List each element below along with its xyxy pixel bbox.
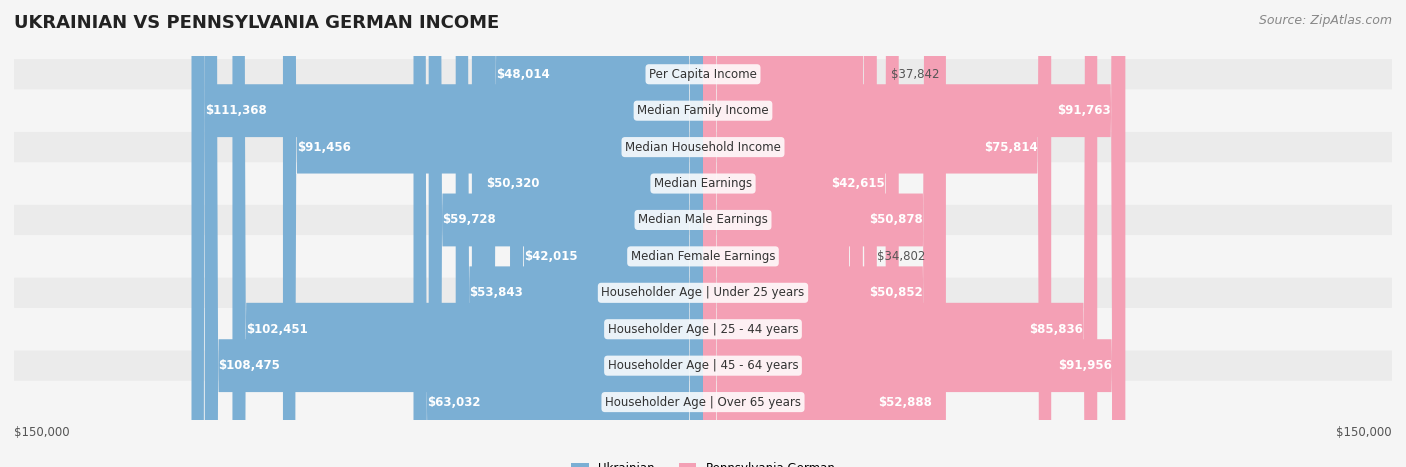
FancyBboxPatch shape	[703, 0, 936, 467]
FancyBboxPatch shape	[14, 205, 1392, 235]
Text: $48,014: $48,014	[496, 68, 550, 81]
Text: $52,888: $52,888	[879, 396, 932, 409]
Text: Median Male Earnings: Median Male Earnings	[638, 213, 768, 226]
FancyBboxPatch shape	[703, 0, 1097, 467]
Text: $50,878: $50,878	[869, 213, 922, 226]
FancyBboxPatch shape	[14, 96, 1392, 126]
FancyBboxPatch shape	[703, 0, 898, 467]
FancyBboxPatch shape	[283, 0, 703, 467]
FancyBboxPatch shape	[703, 0, 936, 467]
Text: Median Earnings: Median Earnings	[654, 177, 752, 190]
FancyBboxPatch shape	[429, 0, 703, 467]
FancyBboxPatch shape	[472, 0, 703, 467]
Text: $150,000: $150,000	[14, 426, 70, 439]
FancyBboxPatch shape	[14, 132, 1392, 162]
FancyBboxPatch shape	[703, 0, 877, 467]
Text: Median Female Earnings: Median Female Earnings	[631, 250, 775, 263]
Legend: Ukrainian, Pennsylvania German: Ukrainian, Pennsylvania German	[567, 458, 839, 467]
FancyBboxPatch shape	[703, 0, 1125, 467]
Text: $102,451: $102,451	[246, 323, 308, 336]
FancyBboxPatch shape	[191, 0, 703, 467]
Text: $50,852: $50,852	[869, 286, 922, 299]
FancyBboxPatch shape	[456, 0, 703, 467]
FancyBboxPatch shape	[703, 0, 946, 467]
FancyBboxPatch shape	[14, 351, 1392, 381]
FancyBboxPatch shape	[232, 0, 703, 467]
FancyBboxPatch shape	[703, 0, 1125, 467]
FancyBboxPatch shape	[14, 241, 1392, 271]
Text: Householder Age | 25 - 44 years: Householder Age | 25 - 44 years	[607, 323, 799, 336]
FancyBboxPatch shape	[482, 0, 703, 467]
Text: $50,320: $50,320	[485, 177, 538, 190]
FancyBboxPatch shape	[14, 387, 1392, 417]
Text: Householder Age | 45 - 64 years: Householder Age | 45 - 64 years	[607, 359, 799, 372]
Text: $111,368: $111,368	[205, 104, 267, 117]
FancyBboxPatch shape	[14, 59, 1392, 89]
FancyBboxPatch shape	[510, 0, 703, 467]
FancyBboxPatch shape	[703, 0, 863, 467]
Text: $37,842: $37,842	[890, 68, 939, 81]
Text: $75,814: $75,814	[984, 141, 1038, 154]
Text: $59,728: $59,728	[443, 213, 496, 226]
Text: $42,015: $42,015	[524, 250, 578, 263]
FancyBboxPatch shape	[205, 0, 703, 467]
Text: Householder Age | Under 25 years: Householder Age | Under 25 years	[602, 286, 804, 299]
Text: Median Household Income: Median Household Income	[626, 141, 780, 154]
FancyBboxPatch shape	[14, 314, 1392, 344]
Text: $53,843: $53,843	[470, 286, 523, 299]
Text: Householder Age | Over 65 years: Householder Age | Over 65 years	[605, 396, 801, 409]
FancyBboxPatch shape	[14, 278, 1392, 308]
Text: $91,763: $91,763	[1057, 104, 1111, 117]
Text: Per Capita Income: Per Capita Income	[650, 68, 756, 81]
Text: $42,615: $42,615	[831, 177, 884, 190]
Text: Median Family Income: Median Family Income	[637, 104, 769, 117]
Text: $85,836: $85,836	[1029, 323, 1084, 336]
Text: Source: ZipAtlas.com: Source: ZipAtlas.com	[1258, 14, 1392, 27]
Text: $150,000: $150,000	[1336, 426, 1392, 439]
Text: UKRAINIAN VS PENNSYLVANIA GERMAN INCOME: UKRAINIAN VS PENNSYLVANIA GERMAN INCOME	[14, 14, 499, 32]
FancyBboxPatch shape	[413, 0, 703, 467]
Text: $63,032: $63,032	[427, 396, 481, 409]
FancyBboxPatch shape	[14, 169, 1392, 198]
Text: $91,956: $91,956	[1057, 359, 1112, 372]
Text: $34,802: $34,802	[876, 250, 925, 263]
Text: $108,475: $108,475	[218, 359, 280, 372]
Text: $91,456: $91,456	[297, 141, 350, 154]
FancyBboxPatch shape	[703, 0, 1052, 467]
